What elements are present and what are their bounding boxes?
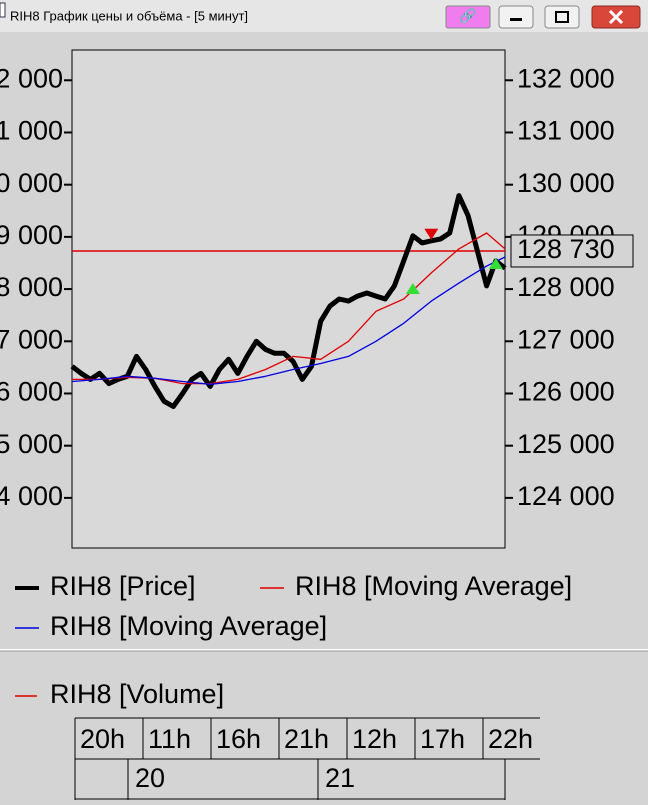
hour-label: 20h	[80, 724, 125, 754]
restore-icon	[555, 11, 569, 23]
window-icon	[0, 2, 6, 18]
signal-marker	[424, 228, 439, 240]
link-icon: 🔗	[459, 7, 477, 25]
legend-label: RIH8 [Price]	[50, 571, 196, 601]
chart-layer: 124 000 124 000 125 000 125 000 126 000 126 0…	[0, 63, 634, 800]
y-tick-label: 131 000	[0, 116, 63, 146]
y2-tick-label: 130 000	[517, 168, 615, 198]
hour-label: 21h	[284, 724, 329, 754]
hour-label: 22h	[488, 724, 533, 754]
y-tick-label: 126 000	[0, 377, 63, 407]
minimize-icon	[510, 18, 522, 21]
series-line	[70, 193, 507, 409]
title-bar	[0, 0, 648, 32]
y2-tick-label: 127 000	[517, 324, 615, 354]
y2-tick-label: 126 000	[517, 377, 615, 407]
y2-tick-label: 125 000	[517, 429, 615, 459]
minimize-button[interactable]	[498, 5, 534, 29]
series-line	[71, 256, 506, 385]
y-tick-label: 129 000	[0, 220, 63, 250]
plot-area	[71, 49, 506, 549]
legend-label: RIH8 [Moving Average]	[50, 611, 327, 641]
hour-label: 17h	[420, 724, 465, 754]
signal-marker	[405, 283, 420, 295]
last-price-box	[510, 234, 634, 268]
window-title: RIH8 График цены и объёма - [5 минут]	[10, 8, 248, 23]
y2-tick-label: 131 000	[517, 116, 615, 146]
legend-label: RIH8 [Moving Average]	[295, 571, 572, 601]
y-tick-label: 127 000	[0, 324, 63, 354]
close-icon	[608, 9, 624, 25]
hour-label: 12h	[352, 724, 397, 754]
link-button[interactable]	[445, 5, 491, 29]
day-label: 20	[135, 763, 165, 793]
last-price-label: 128 730	[517, 234, 615, 264]
legend-label: RIH8 [Volume]	[50, 679, 224, 709]
y-tick-label: 132 000	[0, 63, 63, 93]
hour-label: 11h	[148, 724, 191, 754]
y-tick-label: 125 000	[0, 429, 63, 459]
restore-button[interactable]	[544, 5, 580, 29]
signal-marker	[488, 257, 503, 269]
hour-label: 16h	[216, 724, 261, 754]
y-tick-label: 130 000	[0, 168, 63, 198]
y-tick-label: 124 000	[0, 481, 63, 511]
y2-tick-label: 132 000	[517, 63, 615, 93]
y2-tick-label: 128 000	[517, 272, 615, 302]
y-tick-label: 128 000	[0, 272, 63, 302]
y2-tick-label: 124 000	[517, 481, 615, 511]
day-label: 21	[325, 763, 355, 793]
